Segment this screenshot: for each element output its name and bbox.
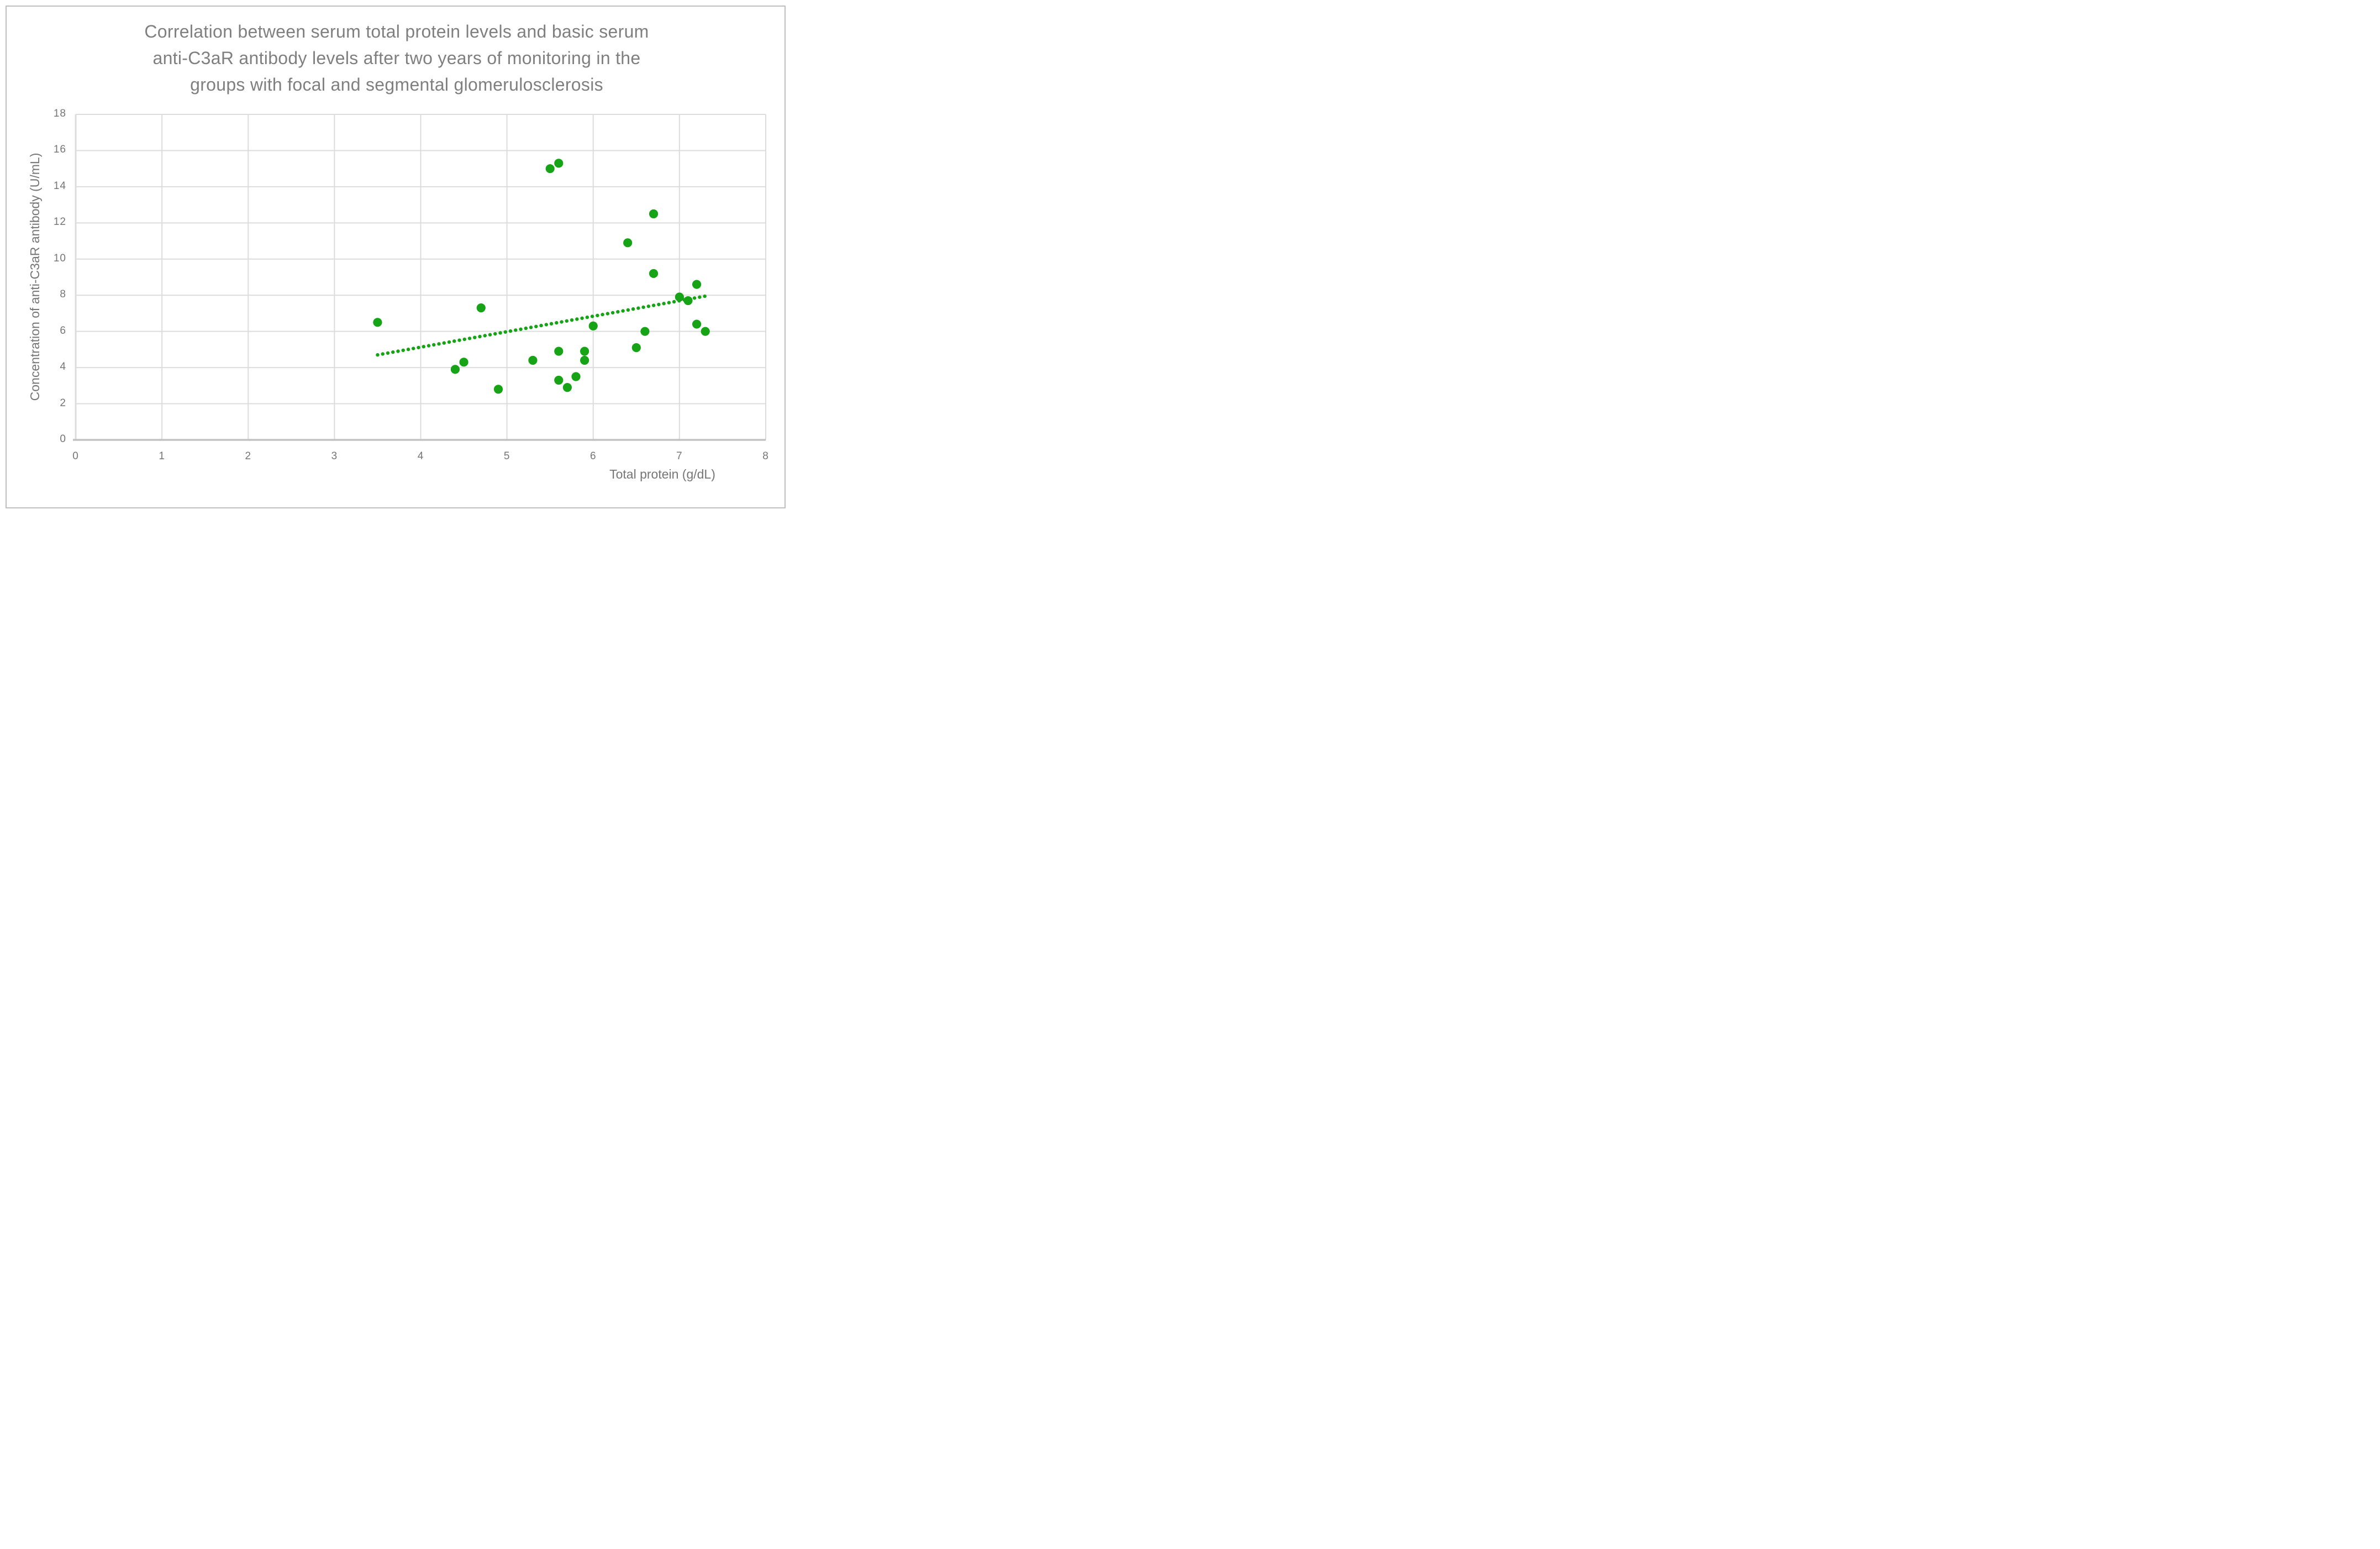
- data-point: [580, 346, 589, 356]
- data-point: [554, 346, 564, 356]
- data-point: [459, 358, 468, 367]
- x-tick-label: 8: [762, 450, 769, 462]
- data-point: [701, 327, 710, 336]
- y-tick-label: 8: [60, 288, 66, 301]
- plot-area: [73, 114, 766, 441]
- y-tick-label: 4: [60, 361, 66, 373]
- y-tick-label: 10: [53, 252, 66, 264]
- y-tick-label: 6: [60, 324, 66, 337]
- data-point: [683, 296, 693, 306]
- data-point: [571, 372, 581, 381]
- y-tick-label: 14: [53, 180, 66, 192]
- y-tick-label: 0: [60, 433, 66, 445]
- data-point: [554, 159, 564, 168]
- data-point: [554, 375, 564, 385]
- data-point: [649, 209, 659, 219]
- x-tick-label: 6: [589, 450, 597, 462]
- data-point: [493, 385, 503, 394]
- x-tick-label: 2: [245, 450, 252, 462]
- data-point: [545, 164, 555, 174]
- y-axis-title: Concentration of anti-C3aR antibody (U/m…: [28, 153, 42, 401]
- data-point: [631, 343, 641, 353]
- y-tick-label: 12: [53, 216, 66, 228]
- chart-title-line-3: groups with focal and segmental glomerul…: [190, 75, 603, 94]
- data-point: [476, 303, 486, 313]
- x-tick-label: 3: [331, 450, 338, 462]
- data-point: [580, 355, 589, 365]
- trendline: [376, 294, 707, 357]
- x-tick-label: 5: [503, 450, 510, 462]
- data-point: [450, 365, 460, 374]
- x-tick-label: 0: [72, 450, 79, 462]
- chart-title-line-2: anti-C3aR antibody levels after two year…: [152, 48, 641, 68]
- y-tick-label: 16: [53, 144, 66, 156]
- data-point: [623, 238, 633, 248]
- scatter-chart-figure: Correlation between serum total protein …: [0, 0, 793, 516]
- data-point: [562, 383, 572, 392]
- data-point: [692, 319, 702, 329]
- x-tick-label: 4: [417, 450, 424, 462]
- chart-title-line-1: Correlation between serum total protein …: [144, 22, 649, 41]
- x-tick-label: 1: [159, 450, 165, 462]
- x-axis-title: Total protein (g/dL): [609, 467, 715, 481]
- data-point: [588, 321, 598, 330]
- chart-title: Correlation between serum total protein …: [0, 18, 793, 98]
- data-point: [649, 269, 659, 279]
- data-point: [528, 355, 538, 365]
- data-point: [373, 318, 382, 327]
- y-tick-label: 2: [60, 397, 66, 409]
- x-tick-label: 7: [676, 450, 683, 462]
- data-point: [692, 280, 702, 289]
- data-point: [675, 292, 684, 302]
- data-point: [640, 327, 650, 336]
- y-tick-label: 18: [53, 108, 66, 119]
